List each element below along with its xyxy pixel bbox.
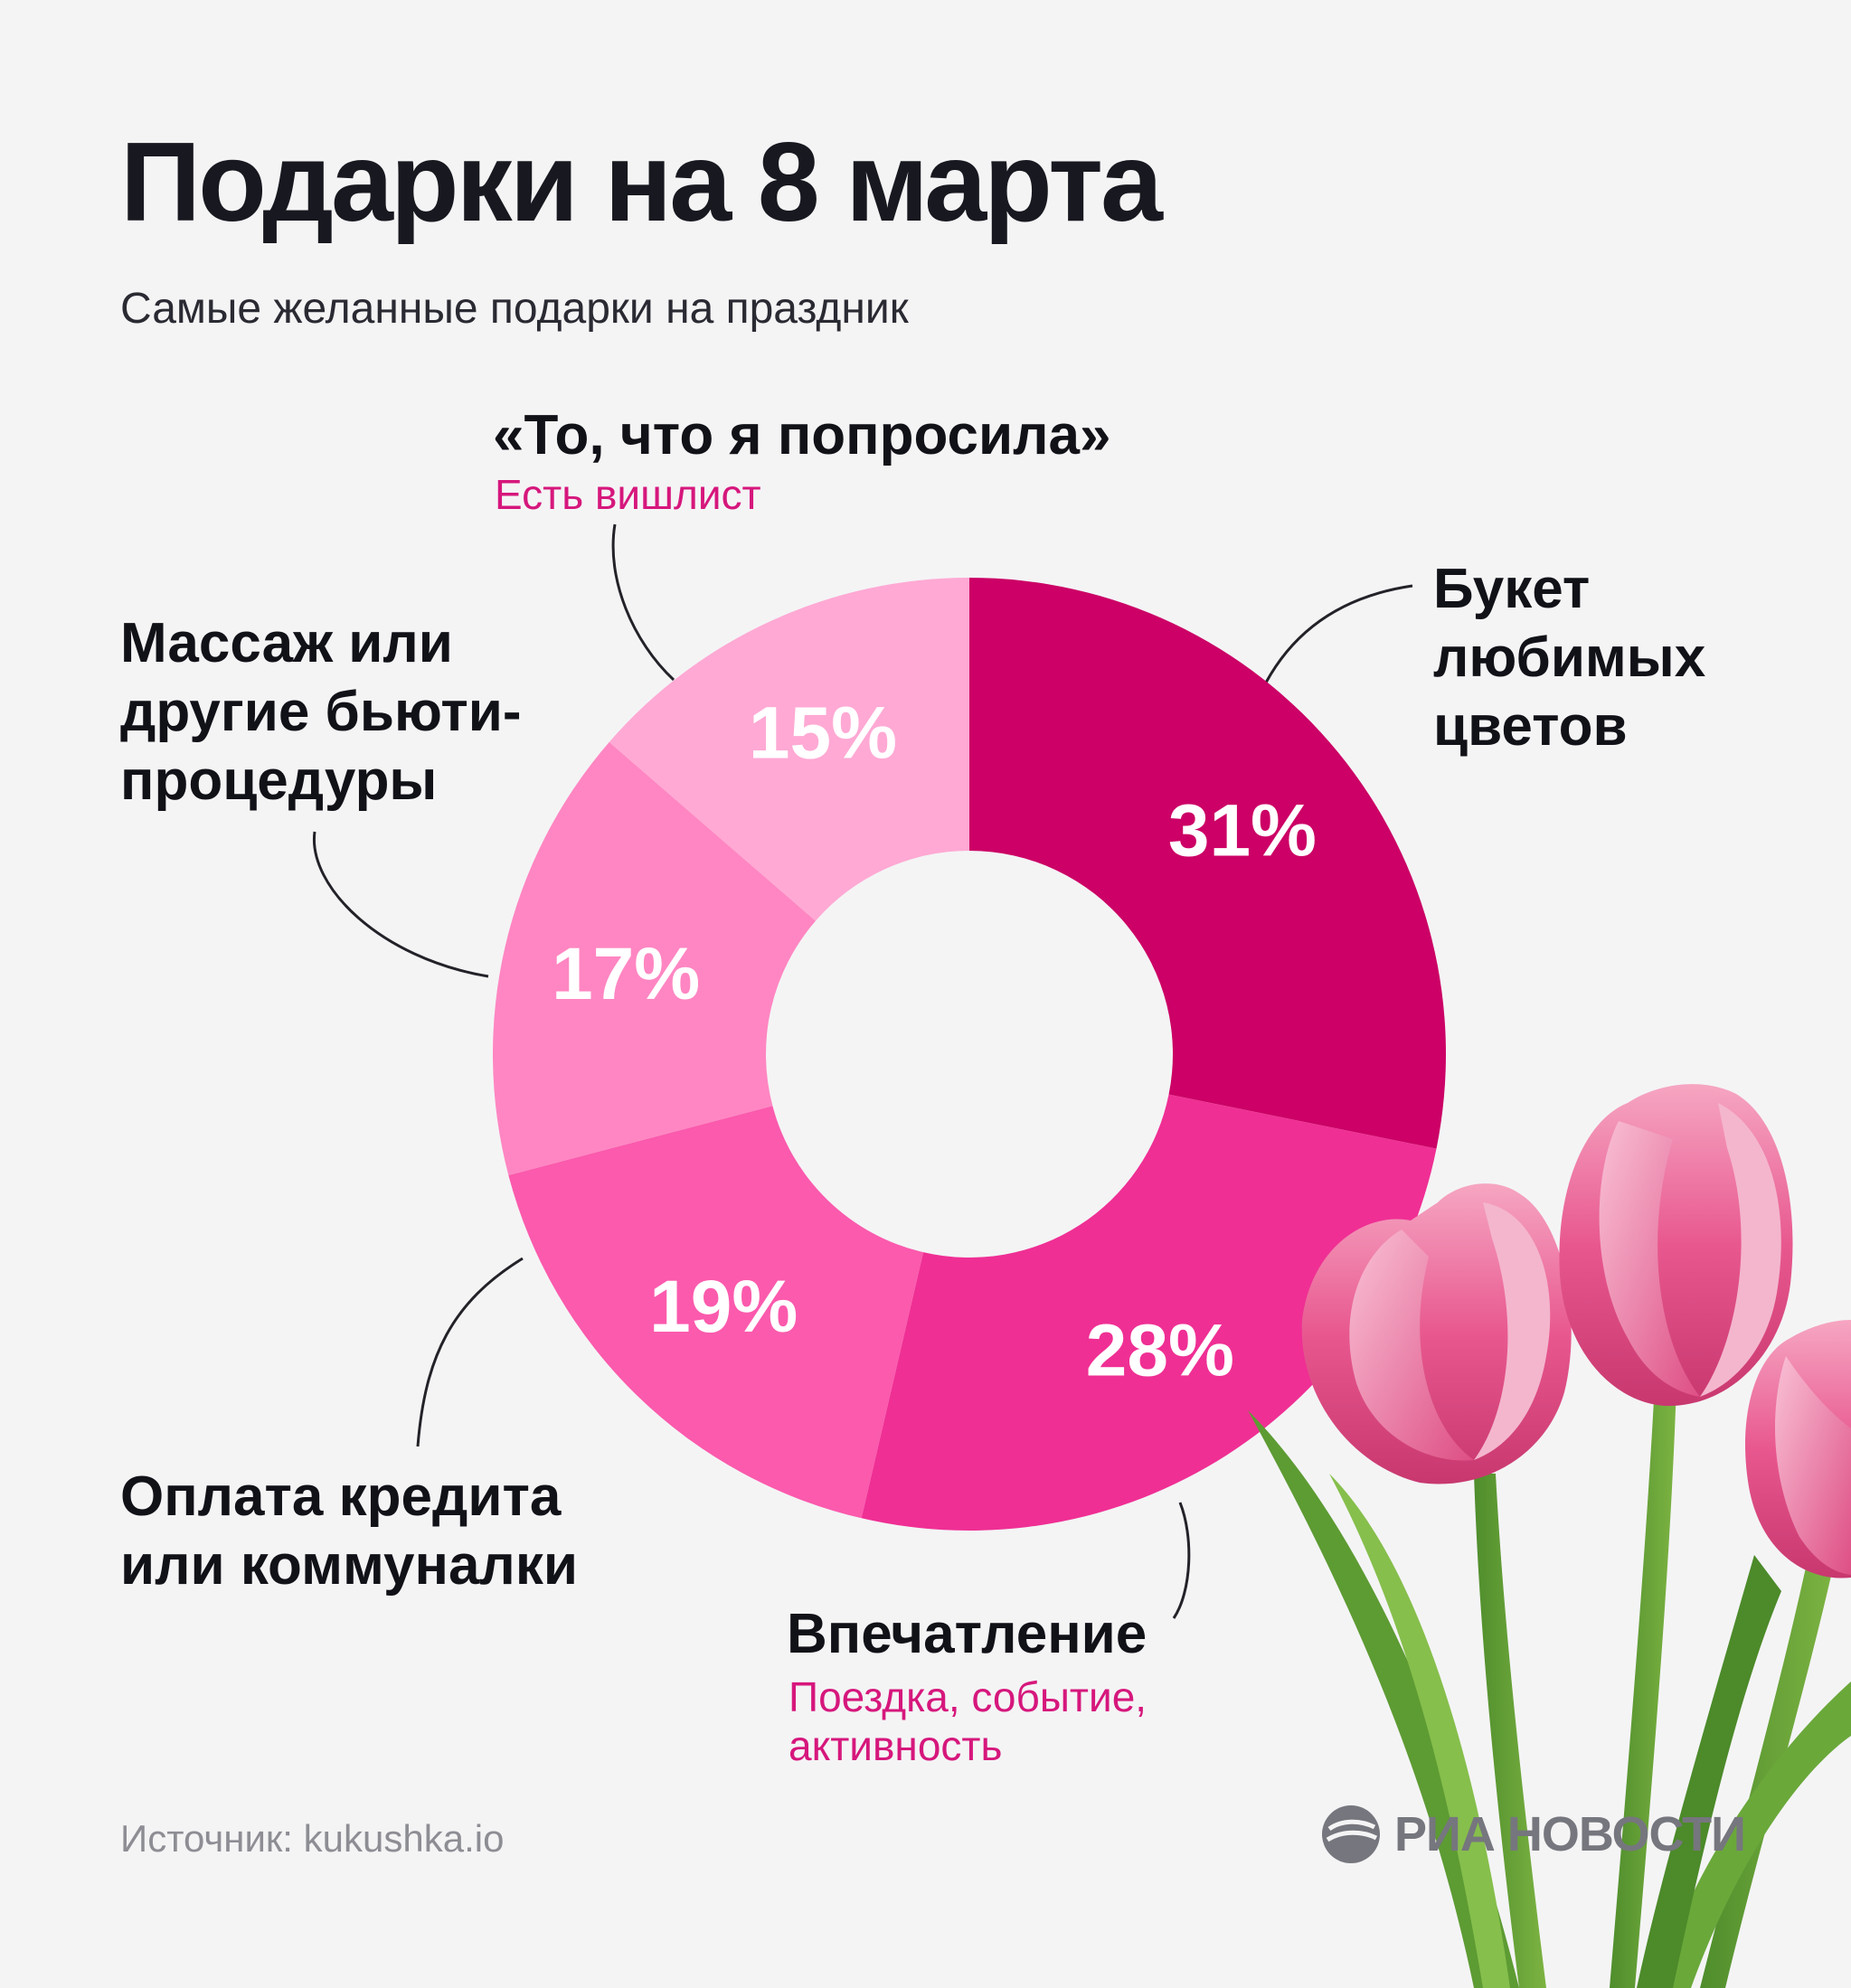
chart-slices — [493, 578, 1446, 1531]
slice-wishlist-value-label: 15% — [749, 693, 897, 775]
source-note: Источник: kukushka.io — [120, 1817, 505, 1860]
slice-credit — [508, 1106, 924, 1519]
slice-wishlist — [609, 578, 969, 921]
label-wishlist-title: «То, что я попросила» — [493, 404, 1111, 466]
chart-value-labels: 31% 28% 19% 17% 15% — [552, 693, 1317, 1392]
label-credit-line2: или коммуналки — [120, 1534, 578, 1597]
slice-impression-value-label: 28% — [1086, 1310, 1234, 1392]
slice-massage-value-label: 17% — [552, 933, 700, 1015]
label-flowers-line3: цветов — [1433, 695, 1628, 758]
label-massage-line2: другие бьюти- — [120, 681, 522, 743]
leader-lines — [312, 523, 1413, 1619]
leader-wishlist — [611, 523, 675, 682]
label-massage-line1: Массаж или — [120, 612, 453, 674]
label-massage: Массаж или другие бьюти- процедуры — [120, 609, 521, 815]
label-credit-line1: Оплата кредита — [120, 1465, 562, 1528]
label-impression-sub-line1: Поездка, событие, — [789, 1673, 1147, 1720]
ria-logo-icon — [1322, 1805, 1380, 1863]
slice-flowers — [969, 578, 1446, 1149]
slice-impression — [861, 1094, 1437, 1531]
leader-impression — [1172, 1502, 1191, 1619]
label-impression-sub-line2: активность — [789, 1722, 1003, 1769]
label-flowers-line1: Букет — [1433, 558, 1591, 620]
label-impression-title: Впечатление — [787, 1603, 1147, 1665]
ria-logo: РИА НОВОСТИ — [1320, 1804, 1746, 1865]
slice-massage — [493, 741, 816, 1175]
leader-credit — [416, 1257, 524, 1447]
leader-massage — [312, 831, 489, 978]
label-massage-line3: процедуры — [120, 749, 438, 812]
label-wishlist-sub: Есть вишлист — [495, 471, 761, 518]
label-credit: Оплата кредита или коммуналки — [120, 1463, 578, 1600]
ria-logo-text: РИА НОВОСТИ — [1394, 1807, 1746, 1861]
page-subtitle: Самые желанные подарки на праздник — [120, 285, 909, 333]
slice-flowers-value-label: 31% — [1168, 790, 1317, 872]
leader-flowers — [1264, 584, 1413, 683]
label-impression-sub: Поездка, событие, активность — [789, 1672, 1147, 1770]
tulips-illustration — [1248, 1084, 1851, 1988]
label-flowers-line2: любимых — [1433, 627, 1706, 689]
slice-credit-value-label: 19% — [649, 1266, 798, 1348]
page-title: Подарки на 8 марта — [120, 120, 1163, 245]
label-flowers: Букет любимых цветов — [1433, 555, 1705, 761]
